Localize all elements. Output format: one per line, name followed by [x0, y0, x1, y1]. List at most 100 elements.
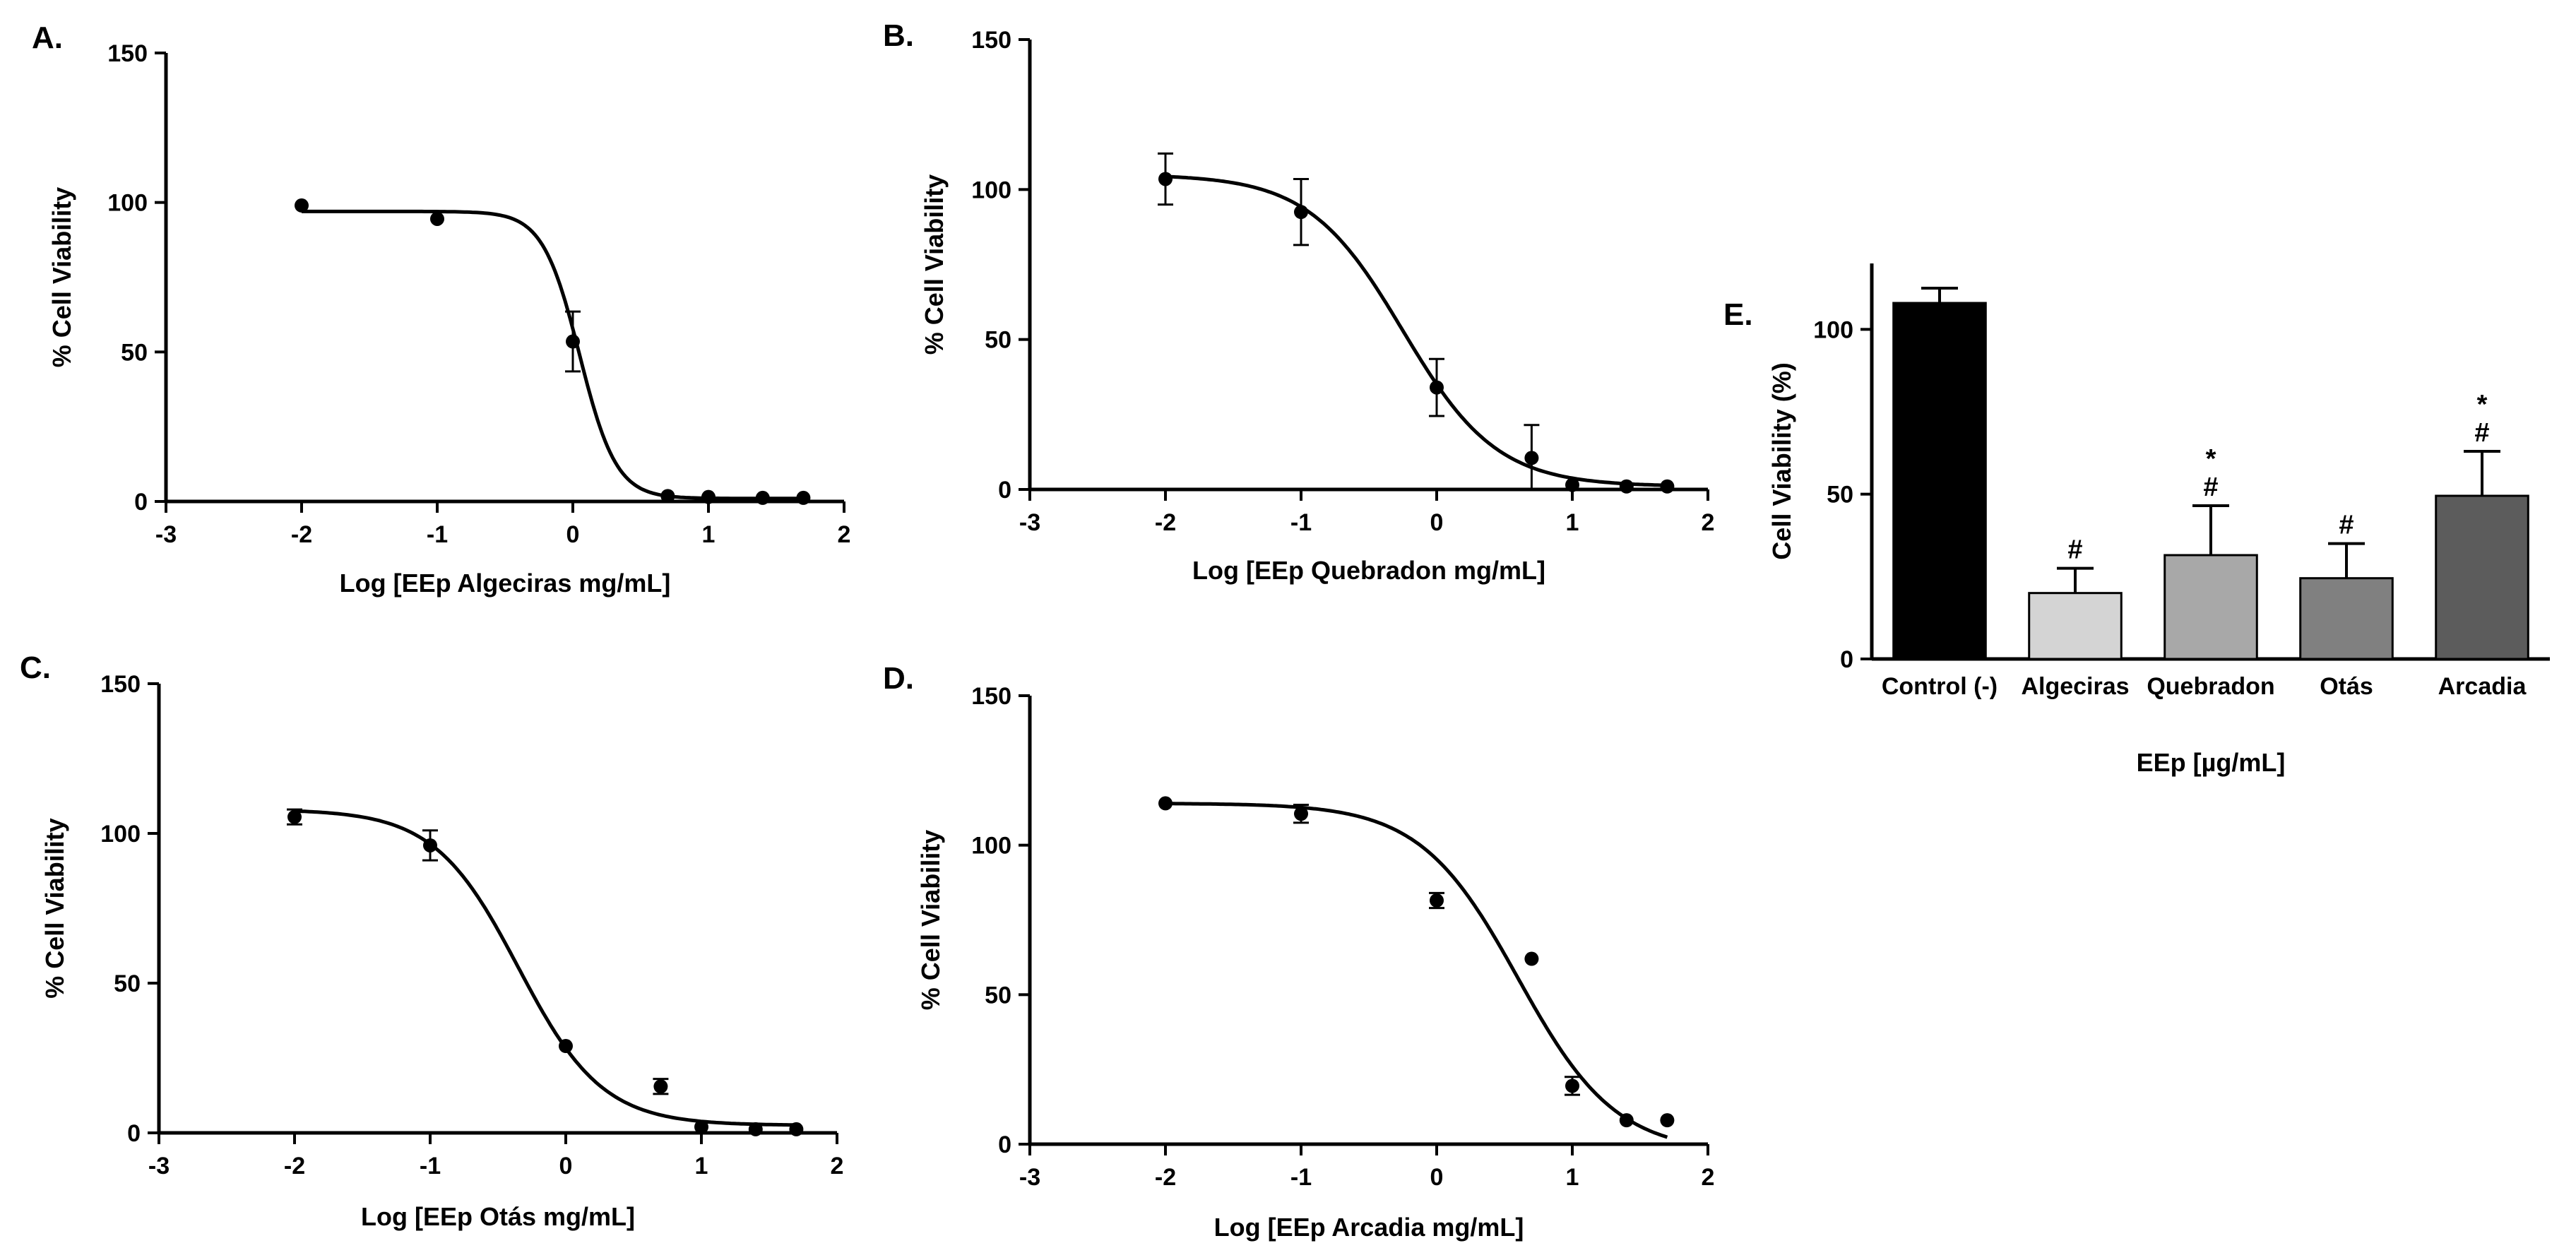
x-tick-label-b-1: 1 — [1566, 509, 1579, 536]
bar-annotation-4-1: * — [2477, 390, 2488, 420]
x-tick-label-d-2: 2 — [1702, 1164, 1715, 1191]
data-point-b-6 — [1660, 479, 1675, 494]
y-tick-label-a-50: 50 — [121, 339, 148, 366]
data-point-a-5 — [755, 490, 770, 505]
panel-label-e: E. — [1723, 297, 1753, 332]
data-point-d-2 — [1430, 893, 1444, 908]
data-point-c-1 — [423, 838, 437, 852]
data-point-c-0 — [287, 809, 302, 824]
data-point-b-2 — [1430, 380, 1444, 395]
x-tick-label-c--2: -2 — [284, 1153, 305, 1179]
x-tick-label-b--3: -3 — [1019, 509, 1040, 536]
x-tick-label-e-2: Quebradon — [2147, 673, 2274, 700]
bar-annotation-4-0: # — [2474, 418, 2489, 448]
y-tick-label-a-150: 150 — [107, 40, 148, 67]
y-tick-label-c-100: 100 — [100, 821, 141, 848]
y-tick-label-a-0: 0 — [134, 489, 148, 516]
bar-annotation-2-0: # — [2203, 472, 2218, 502]
y-tick-label-e-0: 0 — [1840, 646, 1853, 673]
data-point-a-3 — [660, 489, 675, 504]
x-tick-label-d-1: 1 — [1566, 1164, 1579, 1191]
x-tick-label-d--1: -1 — [1290, 1164, 1312, 1191]
data-point-d-5 — [1619, 1113, 1634, 1128]
x-tick-label-a-1: 1 — [702, 521, 716, 548]
plot-area-a: 0 50 100 150 -3 -2 -1 0 1 2 — [107, 40, 850, 548]
data-point-d-3 — [1524, 951, 1539, 966]
x-tick-label-a--1: -1 — [427, 521, 448, 548]
y-tick-label-b-150: 150 — [971, 27, 1011, 54]
x-tick-label-e-1: Algeciras — [2021, 673, 2129, 700]
x-tick-label-a-2: 2 — [838, 521, 851, 548]
panel-label-d: D. — [883, 661, 914, 696]
data-point-c-2 — [559, 1039, 573, 1054]
x-tick-label-e-4: Arcadia — [2438, 673, 2527, 700]
data-point-a-2 — [566, 334, 580, 349]
panel-label-b: B. — [883, 18, 914, 53]
x-axis-label-b: Log [EEp Quebradon mg/mL] — [1192, 556, 1545, 585]
y-tick-label-c-50: 50 — [114, 970, 141, 997]
panel-b-dose-response-quebradon: B. 0 50 100 150 -3 -2 -1 0 1 2 Log [EEp Quebradon… — [883, 18, 1714, 585]
data-point-b-5 — [1619, 479, 1634, 494]
panel-a-dose-response-algeciras: A. 0 50 100 150 -3 -2 -1 0 1 2 Log [EEp Algeciras… — [32, 20, 850, 598]
x-tick-label-c-0: 0 — [559, 1153, 573, 1179]
bar-2 — [2164, 554, 2258, 660]
y-tick-label-e-100: 100 — [1813, 316, 1853, 343]
x-axis-label-a: Log [EEp Algeciras mg/mL] — [340, 569, 671, 598]
y-tick-label-b-50: 50 — [985, 327, 1011, 354]
y-axis-label-c: % Cell Viability — [40, 818, 69, 998]
x-tick-label-e-0: Control (-) — [1882, 673, 1998, 700]
panel-d-dose-response-arcadia: D. 0 50 100 150 -3 -2 -1 0 1 2 Log [EEp Arcadia m… — [883, 661, 1714, 1242]
data-point-c-5 — [748, 1122, 763, 1136]
data-point-a-4 — [701, 489, 716, 504]
data-point-a-0 — [295, 198, 309, 213]
bar-annotation-3-0: # — [2339, 511, 2354, 540]
y-tick-label-a-100: 100 — [107, 190, 148, 217]
fit-curve-d — [1165, 802, 1668, 1139]
y-tick-label-c-0: 0 — [127, 1120, 141, 1147]
panel-label-a: A. — [32, 20, 63, 55]
x-tick-label-a--2: -2 — [291, 521, 312, 548]
x-tick-label-b--2: -2 — [1155, 509, 1176, 536]
y-tick-label-d-50: 50 — [985, 982, 1011, 1009]
data-point-b-1 — [1294, 205, 1308, 220]
x-axis-label-e: EEp [µg/mL] — [2137, 748, 2286, 777]
plot-area-d: 0 50 100 150 -3 -2 -1 0 1 2 — [971, 683, 1714, 1191]
x-tick-label-a--3: -3 — [155, 521, 177, 548]
x-tick-label-e-3: Otás — [2320, 673, 2373, 700]
y-tick-label-c-150: 150 — [100, 671, 141, 698]
bar-annotation-2-1: * — [2206, 444, 2216, 474]
panel-label-c: C. — [20, 650, 51, 685]
y-axis-label-e: Cell Viability (%) — [1767, 362, 1796, 559]
x-axis-label-c: Log [EEp Otás mg/mL] — [361, 1202, 635, 1231]
data-point-d-6 — [1660, 1113, 1675, 1128]
data-point-b-4 — [1565, 477, 1579, 492]
x-axis-label-d: Log [EEp Arcadia mg/mL] — [1214, 1213, 1524, 1242]
x-tick-label-c-1: 1 — [695, 1153, 708, 1179]
y-axis-label-a: % Cell Viability — [47, 187, 76, 367]
data-point-b-3 — [1524, 451, 1539, 465]
y-tick-label-d-100: 100 — [971, 833, 1011, 860]
y-tick-label-e-50: 50 — [1827, 482, 1853, 509]
fit-curve-c — [294, 809, 797, 1127]
plot-area-c: 0 50 100 150 -3 -2 -1 0 1 2 — [100, 671, 843, 1179]
panel-e-bar-chart: E. 0 50 100 Control (-) Algeciras # Quebradon #… — [1723, 263, 2550, 777]
data-point-a-6 — [796, 490, 811, 505]
data-point-d-1 — [1294, 807, 1308, 821]
y-axis-label-d: % Cell Viability — [916, 830, 945, 1010]
x-tick-label-d--3: -3 — [1019, 1164, 1040, 1191]
data-point-c-6 — [789, 1122, 804, 1136]
x-tick-label-c--3: -3 — [148, 1153, 170, 1179]
x-tick-label-b--1: -1 — [1290, 509, 1312, 536]
fit-curve-b — [1165, 174, 1668, 487]
panel-c-dose-response-otas: C. 0 50 100 150 -3 -2 -1 0 1 2 Log [EEp Otás mg/m… — [20, 650, 843, 1231]
x-tick-label-d-0: 0 — [1430, 1164, 1444, 1191]
data-point-a-1 — [430, 211, 444, 226]
fit-curve-a — [302, 209, 804, 501]
y-tick-label-b-0: 0 — [998, 477, 1011, 504]
x-tick-label-b-0: 0 — [1430, 509, 1444, 536]
y-axis-label-b: % Cell Viability — [920, 174, 949, 355]
plot-area-b: 0 50 100 150 -3 -2 -1 0 1 2 — [971, 27, 1714, 536]
x-tick-label-b-2: 2 — [1702, 509, 1715, 536]
